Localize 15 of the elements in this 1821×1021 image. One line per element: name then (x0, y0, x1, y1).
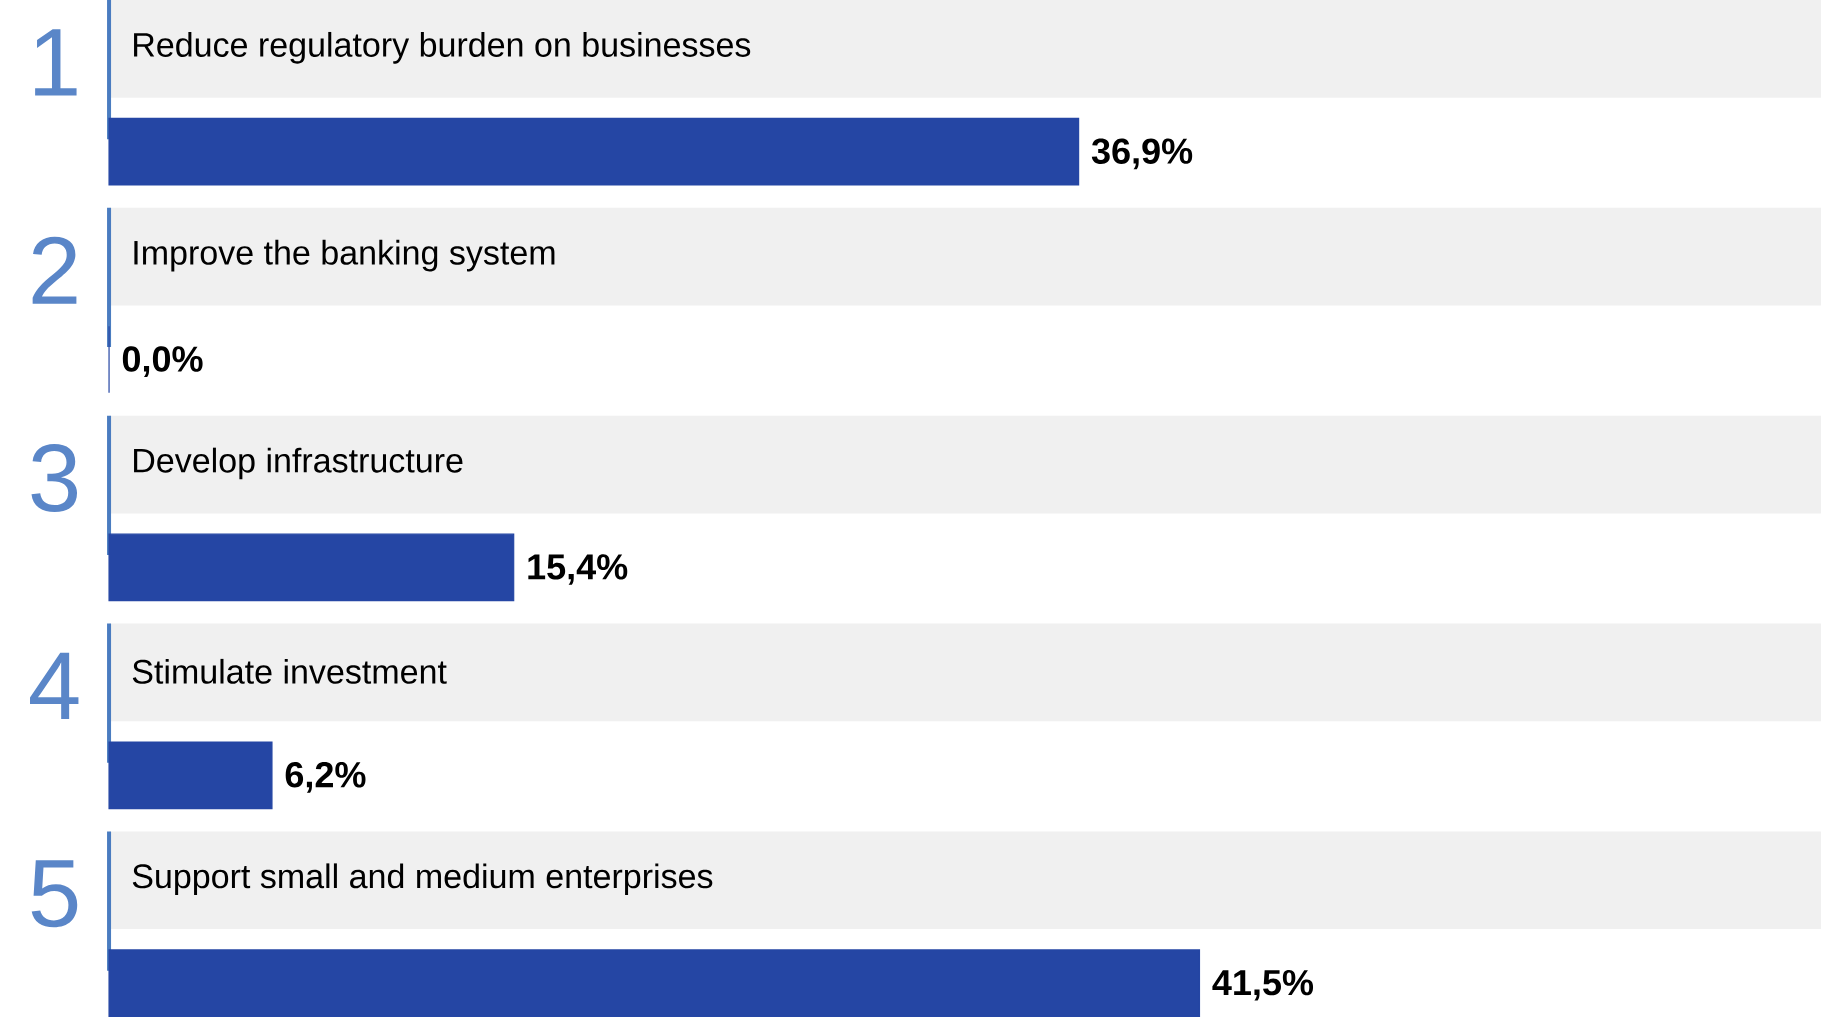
text: 3 (31, 444, 78, 513)
y-tick-label: Develop infrastructure (134, 447, 463, 480)
text: 1 (35, 29, 77, 96)
y-tick-label: Support small and medium enterprises (132, 863, 713, 896)
y-tick-label: Improve the banking system (134, 240, 555, 272)
data-label: 36,9% (1091, 138, 1193, 170)
text: 5 (31, 860, 78, 928)
data-label: 0,0% (122, 346, 203, 378)
y-tick-label: Stimulate investment (132, 659, 447, 685)
text: 2 (32, 236, 77, 304)
data-label: 15,4% (528, 554, 628, 586)
y-tick-label: Reduce regulatory burden on businesses (134, 32, 751, 64)
data-label: 6,2% (285, 762, 366, 793)
text: 4 (30, 653, 79, 720)
data-label: 41,5% (1212, 970, 1314, 1001)
